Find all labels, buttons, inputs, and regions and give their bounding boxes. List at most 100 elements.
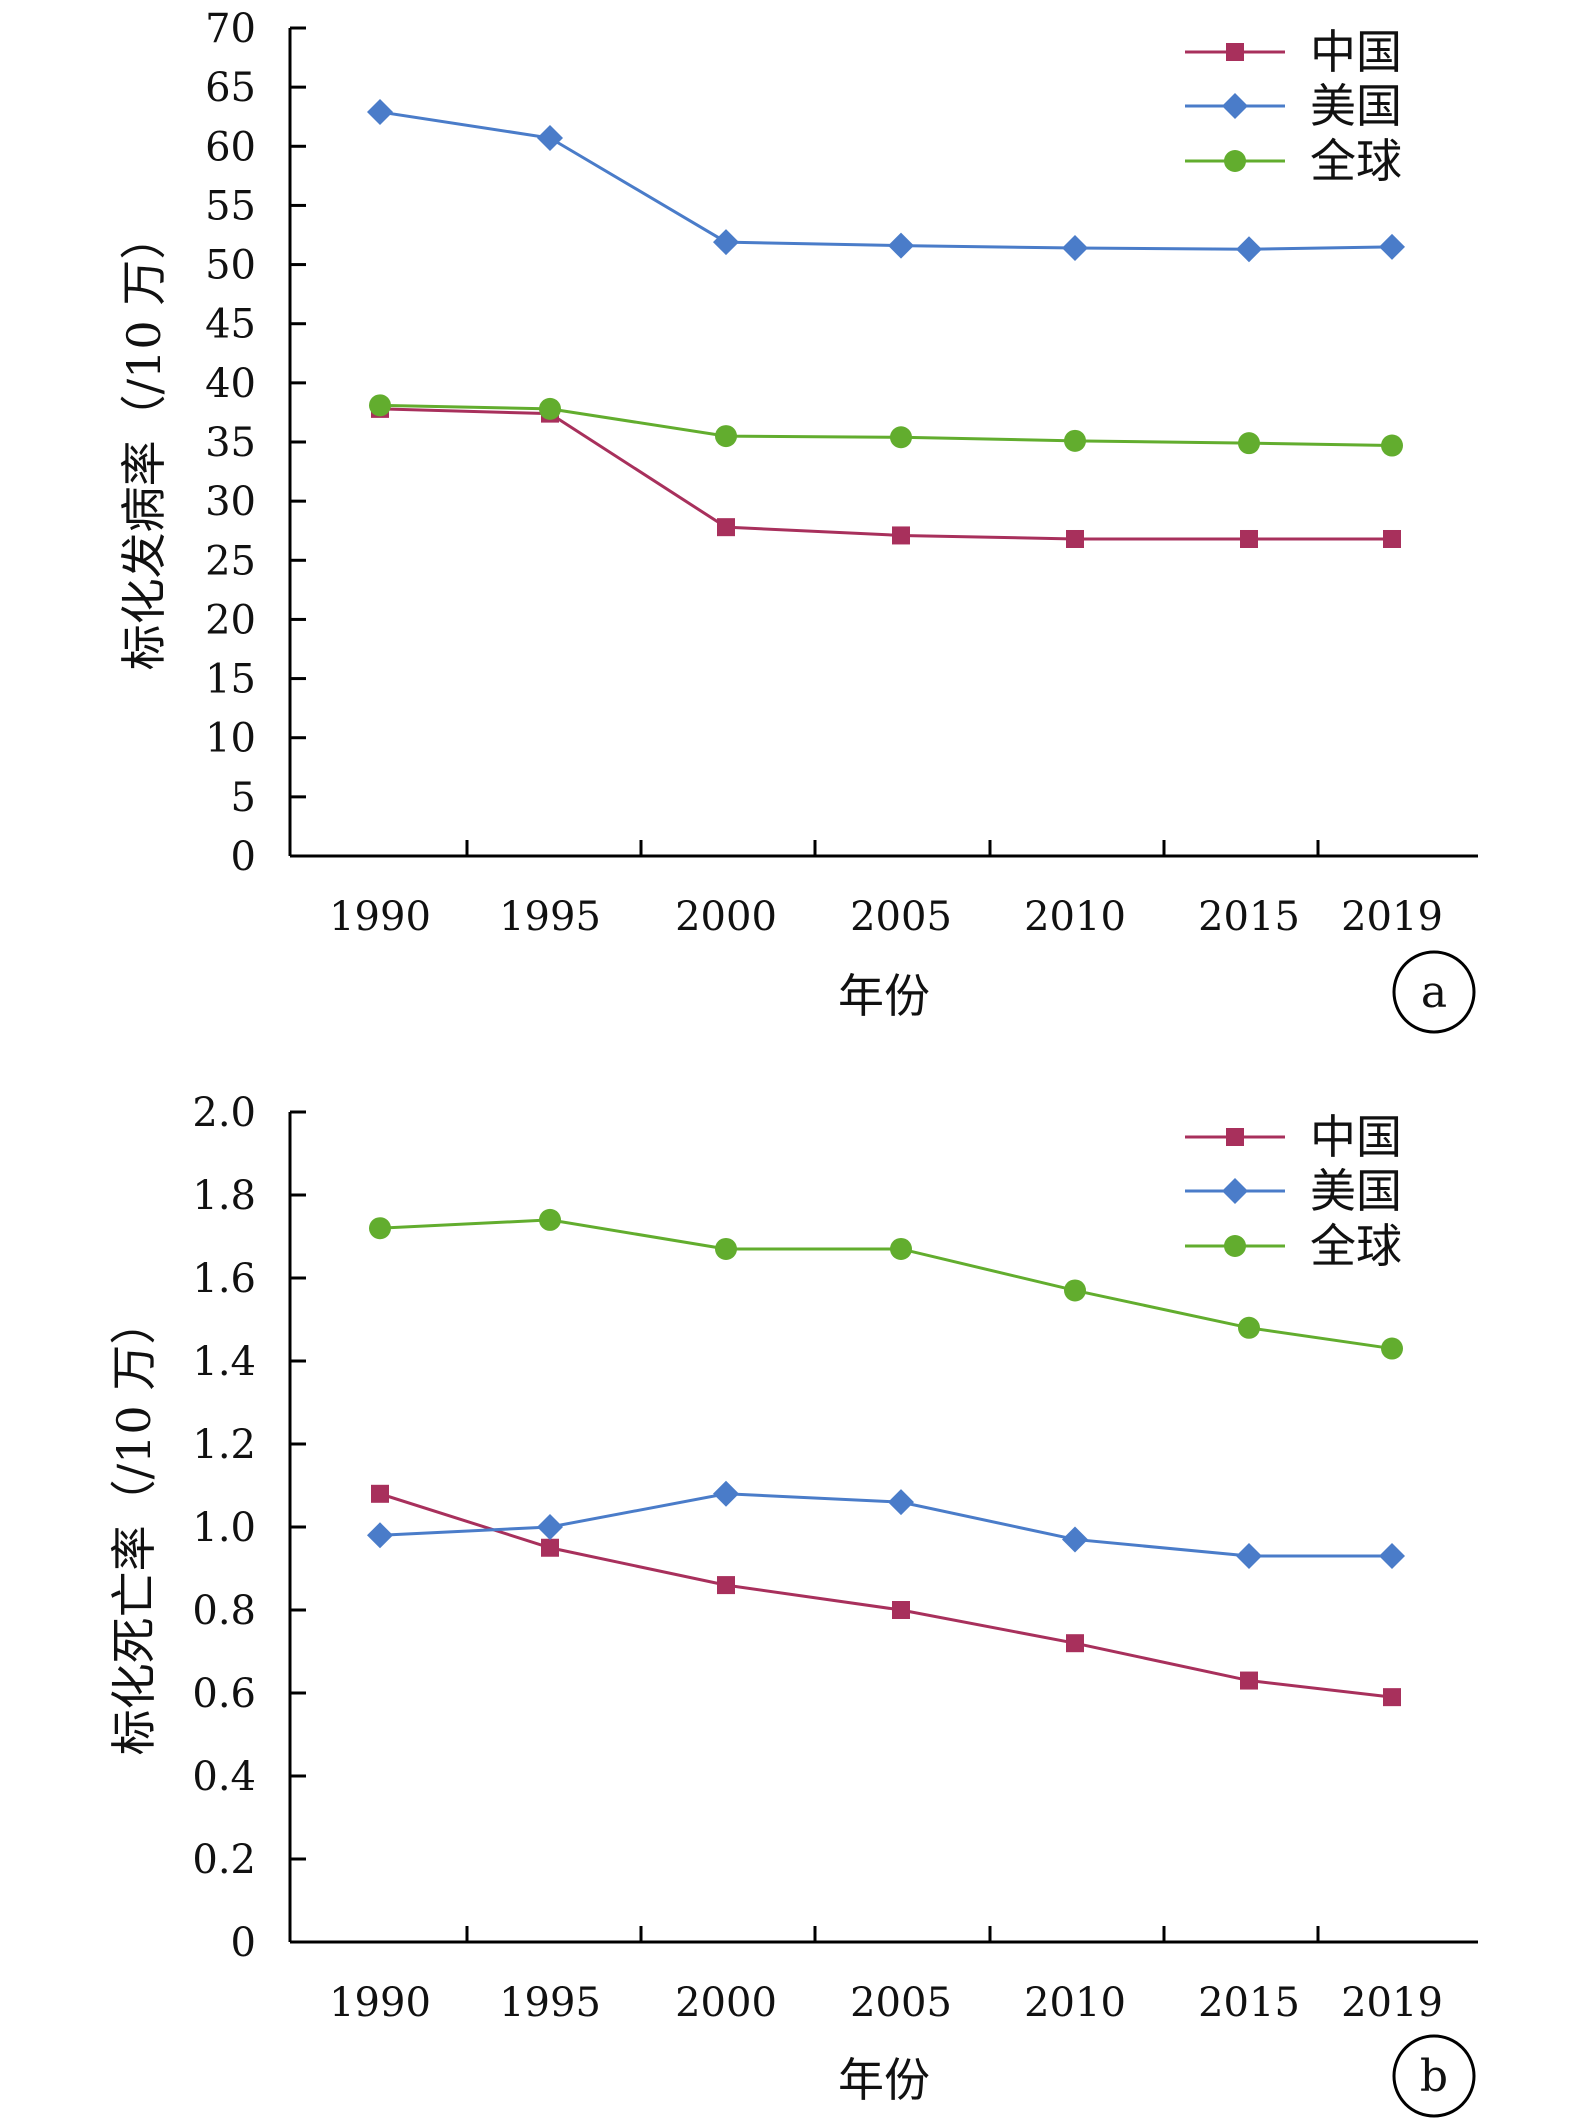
y-tick-label: 45 [205,302,256,348]
data-point [1379,1543,1405,1570]
data-point [1383,529,1401,548]
series-1 [367,98,1405,263]
x-tick-label: 2015 [1198,894,1300,940]
y-tick-label: 0.4 [192,1754,256,1800]
data-point [1379,233,1405,260]
data-point [1236,236,1262,263]
data-point [537,125,563,152]
data-point [892,1601,910,1619]
data-point [1381,1337,1403,1360]
data-point [371,1484,389,1503]
x-tick-label: 2019 [1341,894,1443,940]
data-point [1240,1671,1258,1690]
data-point [539,1208,561,1231]
panel-tag-circle [1392,2034,1476,2118]
data-point [892,526,910,545]
legend-marker [1226,43,1244,61]
x-tick-label: 1990 [329,894,431,940]
y-tick-label: 20 [205,597,256,643]
y-tick-label: 2.0 [192,1090,256,1136]
x-tick-label: 2010 [1024,894,1126,940]
panel-tag: b [1392,2034,1476,2118]
data-point [1236,1543,1262,1570]
data-point [1238,432,1260,455]
y-tick-label: 1.6 [192,1256,256,1302]
legend-marker [1226,1128,1244,1146]
x-tick-label: 1995 [499,1980,601,2026]
y-tick-label: 0 [231,1920,256,1966]
data-point [1064,1279,1086,1302]
x-tick-label: 1995 [499,894,601,940]
data-point [713,229,739,256]
legend-marker [1224,150,1246,172]
data-point [717,518,735,537]
data-point [890,426,912,449]
y-tick-label: 65 [205,65,256,111]
data-point [539,397,561,420]
x-tick-label: 2019 [1341,1980,1443,2026]
y-tick-label: 60 [205,124,256,170]
y-tick-label: 0.8 [192,1588,256,1634]
y-tick-label: 5 [231,775,256,821]
legend-label: 全球 [1310,134,1402,188]
y-tick-label: 55 [205,183,256,229]
data-point [1064,429,1086,452]
data-point [1062,235,1088,262]
legend-label: 全球 [1310,1219,1402,1273]
y-tick-label: 10 [205,716,256,762]
data-point [1066,1634,1084,1653]
series-line [379,1492,1393,1699]
y-tick-label: 1.4 [192,1339,256,1385]
data-point [1240,529,1258,548]
y-tick-label: 1.8 [192,1173,256,1219]
legend-label: 中国 [1310,25,1402,79]
data-point [369,394,391,417]
series-0 [371,399,1401,548]
series-0 [371,1484,1401,1707]
data-point [369,1217,391,1240]
y-tick-label: 30 [205,479,256,525]
panel-tag-label: b [1420,2051,1448,2102]
x-tick-label: 2000 [675,1980,777,2026]
y-axis-title: 标化发病率（/10 万） [117,214,171,671]
x-tick-label: 1990 [329,1980,431,2026]
legend-marker [1224,1235,1246,1257]
x-axis-title: 年份 [838,2053,930,2107]
data-point [715,425,737,448]
y-tick-label: 15 [205,657,256,703]
chart-panel-a: 0 5 10 15 20 25 30 35 40 45 50 55 60 65 70 1990 1995 2000… [117,6,1478,1034]
data-point [888,1489,914,1516]
legend-label: 美国 [1310,1164,1402,1218]
x-tick-label: 2010 [1024,1980,1126,2026]
data-point [1238,1316,1260,1339]
y-tick-label: 1.0 [192,1505,256,1551]
chart-panel-b: 0 0.2 0.4 0.6 0.8 1.0 1.2 1.4 1.6 1.8 2.0 1990 1995 2… [107,1090,1478,2118]
data-point [541,1538,559,1557]
panel-tag-circle [1392,950,1476,1034]
y-axis-title: 标化死亡率（/10 万） [107,1299,161,1756]
x-tick-label: 2005 [850,894,952,940]
y-tick-label: 40 [205,361,256,407]
series-1 [367,1480,1405,1570]
data-point [715,1237,737,1260]
data-point [1381,434,1403,457]
data-point [367,98,393,125]
legend-marker [1222,1178,1248,1204]
legend-label: 中国 [1310,1110,1402,1164]
x-tick-label: 2000 [675,894,777,940]
y-tick-label: 35 [205,420,256,466]
series-line [379,407,1392,541]
y-tick-label: 0.2 [192,1837,256,1883]
y-tick-label: 70 [205,6,256,52]
y-tick-label: 0 [231,834,256,880]
data-point [890,1237,912,1260]
series-2 [369,1208,1403,1360]
data-point [717,1576,735,1595]
data-point [888,232,914,259]
data-point [367,1522,393,1549]
panel-tag: a [1392,950,1476,1034]
panel-tag-label: a [1421,967,1447,1018]
